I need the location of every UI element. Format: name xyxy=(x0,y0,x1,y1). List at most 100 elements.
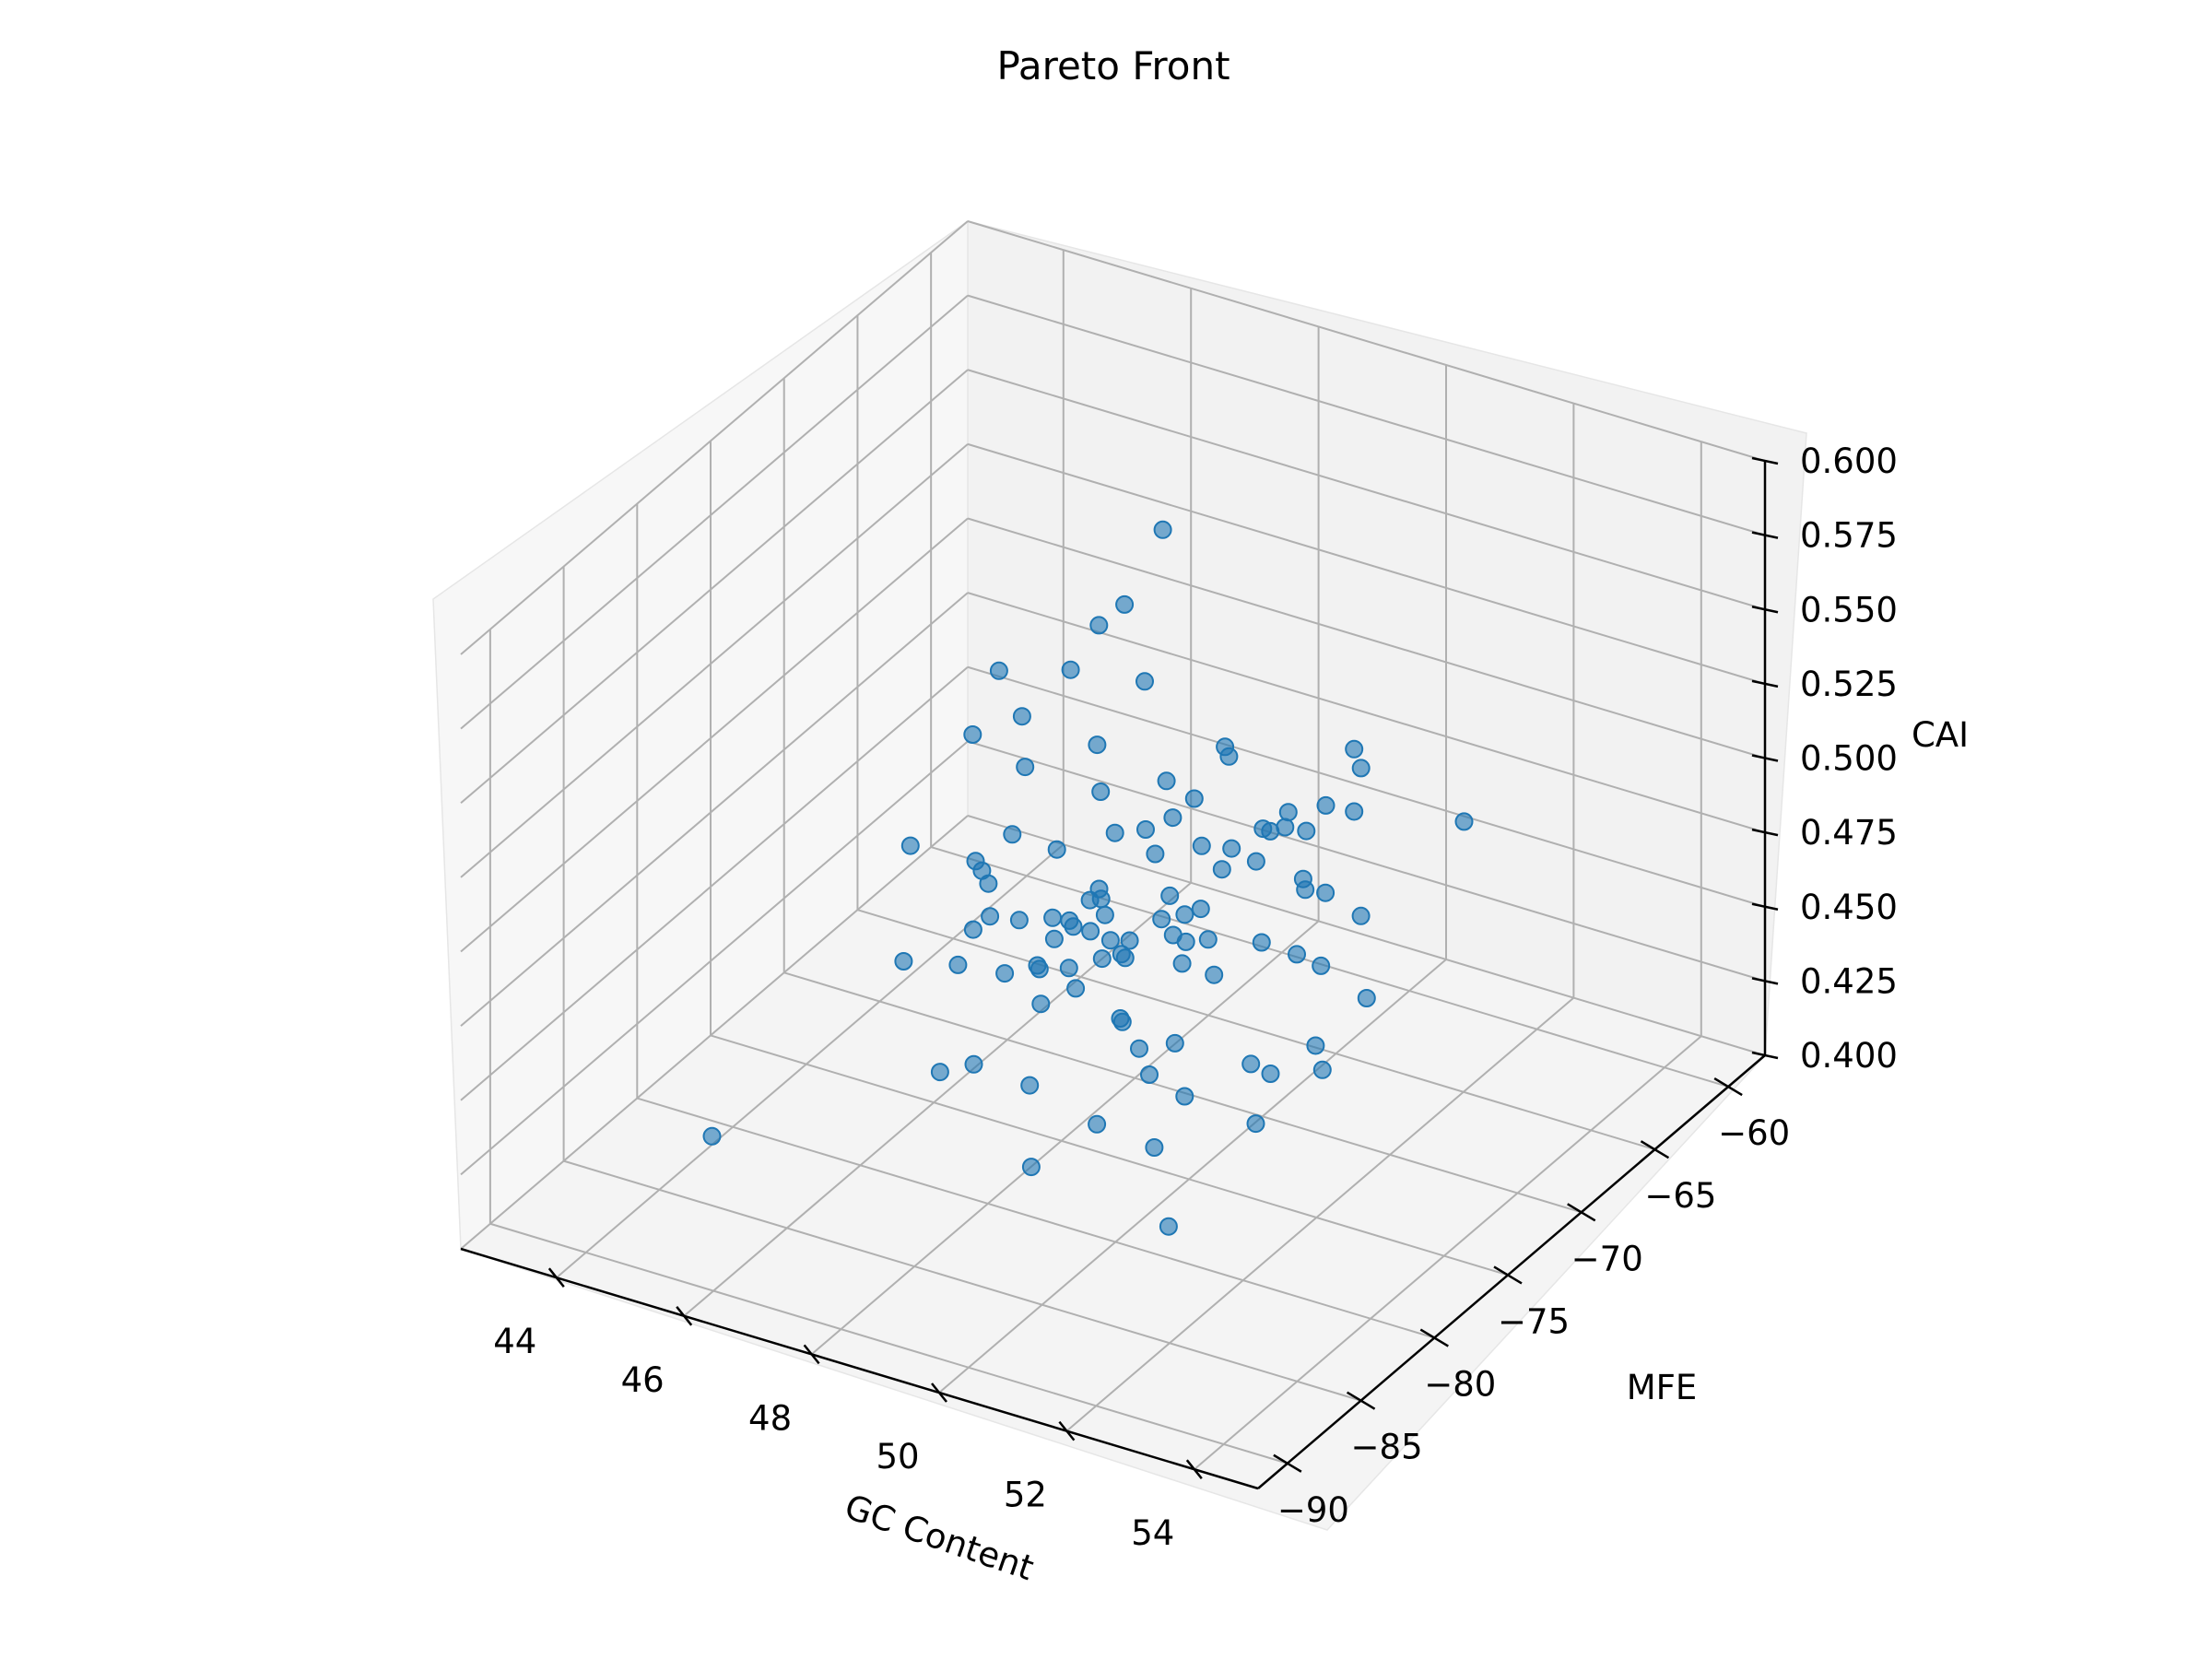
data-point xyxy=(1357,989,1376,1007)
data-point xyxy=(1043,908,1063,927)
z-gridline-right xyxy=(967,220,1766,462)
data-point xyxy=(1145,1138,1164,1157)
data-point xyxy=(1120,931,1139,950)
data-point xyxy=(1140,1065,1159,1084)
data-point xyxy=(1136,820,1155,839)
y-gridline-floor xyxy=(710,1034,1509,1277)
data-point xyxy=(1088,1114,1107,1134)
data-point xyxy=(1003,825,1022,844)
data-point xyxy=(1160,886,1180,905)
data-point xyxy=(1020,1076,1040,1095)
data-point xyxy=(948,955,968,974)
z-tick-label: 0.575 xyxy=(1800,516,1898,556)
grid-lines xyxy=(460,220,1766,1470)
data-point xyxy=(1044,929,1064,948)
data-point xyxy=(1241,1054,1261,1074)
z-axis-label: CAI xyxy=(1912,715,1969,755)
data-point xyxy=(964,1054,983,1074)
x-gridline-floor xyxy=(810,920,1320,1356)
data-point xyxy=(1306,1036,1325,1055)
x-tick-label: 48 xyxy=(748,1398,792,1438)
data-point xyxy=(1012,707,1031,726)
y-tick-label: −70 xyxy=(1571,1239,1643,1278)
data-point xyxy=(1089,616,1109,635)
data-point xyxy=(1105,823,1124,842)
axis-panes xyxy=(432,219,1807,1531)
data-point xyxy=(1192,836,1211,855)
data-point xyxy=(1198,930,1218,949)
z-gridline-left xyxy=(460,815,969,1250)
data-point xyxy=(1159,1217,1178,1236)
data-point xyxy=(1152,910,1171,929)
data-point xyxy=(1021,1158,1041,1177)
z-gridline-left xyxy=(460,369,969,805)
z-tick-label: 0.475 xyxy=(1800,813,1898,853)
z-tick-label: 0.550 xyxy=(1800,590,1898,629)
data-point xyxy=(1130,1039,1148,1058)
x-tick-label: 44 xyxy=(493,1322,536,1361)
data-point xyxy=(1252,933,1271,952)
data-point xyxy=(1016,758,1035,777)
z-tick-label: 0.500 xyxy=(1800,739,1898,779)
data-point xyxy=(1095,905,1114,924)
z-gridline-left xyxy=(460,294,969,730)
z-gridline-right xyxy=(967,369,1766,611)
data-point xyxy=(1163,925,1182,945)
data-point xyxy=(1246,852,1265,871)
data-point xyxy=(1345,802,1364,821)
z-gridline-left xyxy=(460,220,969,655)
data-point xyxy=(1205,965,1224,984)
y-tick-label: −80 xyxy=(1424,1365,1496,1405)
data-point xyxy=(1246,1114,1265,1134)
data-point xyxy=(1059,959,1078,978)
z-gridline-left xyxy=(460,517,969,953)
data-point xyxy=(1100,931,1120,950)
x-tick-label: 50 xyxy=(876,1437,919,1477)
data-point xyxy=(1288,945,1306,964)
data-point xyxy=(894,952,913,971)
data-point xyxy=(963,725,982,744)
data-point xyxy=(995,964,1015,983)
data-point xyxy=(1089,879,1109,899)
data-point xyxy=(1081,922,1100,941)
data-point xyxy=(1163,808,1182,828)
data-point xyxy=(1454,812,1474,831)
z-gridline-right xyxy=(967,815,1766,1056)
data-point xyxy=(1276,818,1295,837)
data-point xyxy=(1351,759,1371,778)
z-gridline-right xyxy=(967,294,1766,536)
data-point xyxy=(1278,803,1298,822)
data-point xyxy=(1316,883,1335,902)
data-point xyxy=(1115,948,1135,968)
data-point xyxy=(1212,860,1231,879)
y-axis-label: MFE xyxy=(1627,1368,1698,1407)
z-gridline-right xyxy=(967,740,1766,982)
data-point xyxy=(1296,880,1315,900)
data-point xyxy=(1345,739,1364,759)
z-tick-label: 0.450 xyxy=(1800,888,1898,927)
data-point xyxy=(963,920,982,939)
z-gridline-right xyxy=(967,442,1766,685)
y-axis-line xyxy=(1257,1054,1766,1489)
data-point xyxy=(1135,672,1154,691)
data-point xyxy=(1066,979,1086,998)
data-point xyxy=(981,907,1000,926)
x-tick-label: 46 xyxy=(621,1360,665,1400)
data-point xyxy=(1165,1033,1184,1053)
z-gridline-left xyxy=(460,443,969,878)
data-point xyxy=(989,661,1008,680)
x-gridline-floor xyxy=(1065,996,1575,1432)
z-tick-label: 0.400 xyxy=(1800,1036,1898,1076)
data-point xyxy=(702,1126,722,1146)
x-tick-label: 54 xyxy=(1131,1513,1174,1553)
data-point xyxy=(1261,1065,1280,1083)
data-point xyxy=(1031,994,1051,1014)
data-points xyxy=(702,520,1474,1236)
data-point xyxy=(1351,906,1371,925)
y-gridline-floor xyxy=(857,909,1655,1151)
x-gridline-floor xyxy=(1194,1035,1702,1470)
data-point xyxy=(1312,1060,1332,1079)
data-point xyxy=(1153,520,1172,539)
x-gridline-floor xyxy=(556,843,1065,1278)
